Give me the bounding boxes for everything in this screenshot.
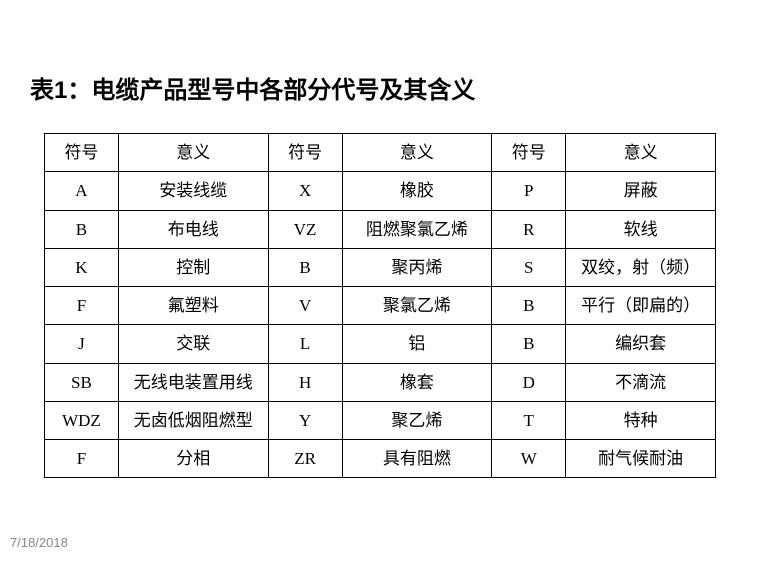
table-row: K 控制 B 聚丙烯 S 双绞，射（频） — [45, 248, 716, 286]
col-header-symbol: 符号 — [492, 134, 566, 172]
table-row: F 氟塑料 V 聚氯乙烯 B 平行（即扁的） — [45, 287, 716, 325]
cell-meaning: 聚丙烯 — [342, 248, 492, 286]
cell-symbol: B — [268, 248, 342, 286]
cell-meaning: 氟塑料 — [118, 287, 268, 325]
cable-code-table: 符号 意义 符号 意义 符号 意义 A 安装线缆 X 橡胶 P 屏蔽 B 布电线… — [44, 133, 716, 478]
cell-meaning: 铝 — [342, 325, 492, 363]
cell-symbol: D — [492, 363, 566, 401]
cell-symbol: SB — [45, 363, 119, 401]
cell-symbol: B — [492, 287, 566, 325]
cell-meaning: 橡胶 — [342, 172, 492, 210]
cell-symbol: B — [45, 210, 119, 248]
cell-symbol: K — [45, 248, 119, 286]
cell-symbol: R — [492, 210, 566, 248]
table-row: SB 无线电装置用线 H 橡套 D 不滴流 — [45, 363, 716, 401]
cell-meaning: 控制 — [118, 248, 268, 286]
table-container: 符号 意义 符号 意义 符号 意义 A 安装线缆 X 橡胶 P 屏蔽 B 布电线… — [20, 133, 740, 478]
col-header-meaning: 意义 — [118, 134, 268, 172]
cell-meaning: 耐气候耐油 — [566, 440, 716, 478]
cell-meaning: 特种 — [566, 401, 716, 439]
col-header-meaning: 意义 — [566, 134, 716, 172]
cell-symbol: P — [492, 172, 566, 210]
cell-symbol: V — [268, 287, 342, 325]
cell-meaning: 聚乙烯 — [342, 401, 492, 439]
table-row: A 安装线缆 X 橡胶 P 屏蔽 — [45, 172, 716, 210]
cell-symbol: F — [45, 440, 119, 478]
cell-meaning: 屏蔽 — [566, 172, 716, 210]
cell-symbol: T — [492, 401, 566, 439]
table-row: B 布电线 VZ 阻燃聚氯乙烯 R 软线 — [45, 210, 716, 248]
footer-date: 7/18/2018 — [10, 535, 68, 550]
table-title: 表1：电缆产品型号中各部分代号及其含义 — [30, 70, 740, 105]
cell-meaning: 具有阻燃 — [342, 440, 492, 478]
cell-symbol: Y — [268, 401, 342, 439]
cell-symbol: H — [268, 363, 342, 401]
cell-meaning: 平行（即扁的） — [566, 287, 716, 325]
cell-meaning: 交联 — [118, 325, 268, 363]
cell-symbol: WDZ — [45, 401, 119, 439]
table-row: WDZ 无卤低烟阻燃型 Y 聚乙烯 T 特种 — [45, 401, 716, 439]
cell-meaning: 无线电装置用线 — [118, 363, 268, 401]
cell-meaning: 不滴流 — [566, 363, 716, 401]
cell-meaning: 布电线 — [118, 210, 268, 248]
cell-symbol: VZ — [268, 210, 342, 248]
cell-meaning: 双绞，射（频） — [566, 248, 716, 286]
cell-symbol: L — [268, 325, 342, 363]
col-header-symbol: 符号 — [45, 134, 119, 172]
cell-symbol: ZR — [268, 440, 342, 478]
cell-meaning: 软线 — [566, 210, 716, 248]
cell-meaning: 聚氯乙烯 — [342, 287, 492, 325]
table-header-row: 符号 意义 符号 意义 符号 意义 — [45, 134, 716, 172]
cell-meaning: 分相 — [118, 440, 268, 478]
cell-symbol: J — [45, 325, 119, 363]
cell-symbol: X — [268, 172, 342, 210]
cell-meaning: 无卤低烟阻燃型 — [118, 401, 268, 439]
cell-meaning: 橡套 — [342, 363, 492, 401]
cell-meaning: 阻燃聚氯乙烯 — [342, 210, 492, 248]
table-row: F 分相 ZR 具有阻燃 W 耐气候耐油 — [45, 440, 716, 478]
cell-meaning: 编织套 — [566, 325, 716, 363]
cell-symbol: W — [492, 440, 566, 478]
table-body: A 安装线缆 X 橡胶 P 屏蔽 B 布电线 VZ 阻燃聚氯乙烯 R 软线 K … — [45, 172, 716, 478]
col-header-symbol: 符号 — [268, 134, 342, 172]
table-row: J 交联 L 铝 B 编织套 — [45, 325, 716, 363]
cell-symbol: S — [492, 248, 566, 286]
cell-meaning: 安装线缆 — [118, 172, 268, 210]
cell-symbol: F — [45, 287, 119, 325]
cell-symbol: B — [492, 325, 566, 363]
col-header-meaning: 意义 — [342, 134, 492, 172]
cell-symbol: A — [45, 172, 119, 210]
